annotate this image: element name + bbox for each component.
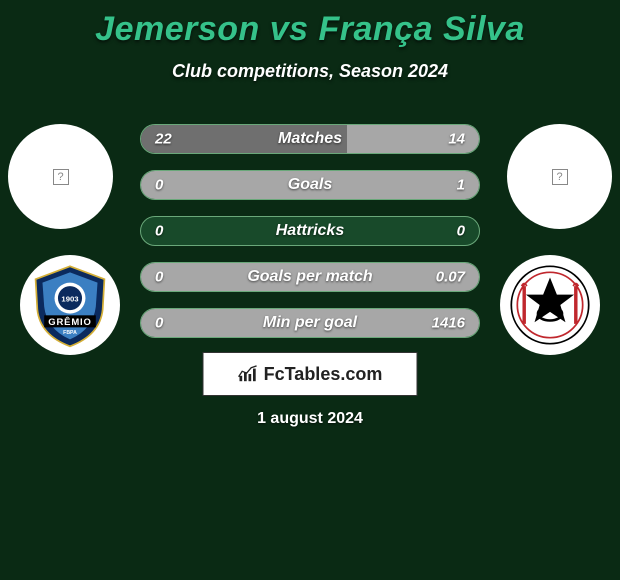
- player-left-avatar: ?: [8, 124, 113, 229]
- club-right-badge: [500, 255, 600, 355]
- comparison-card: Jemerson vs França Silva Club competitio…: [0, 0, 620, 580]
- gremio-badge-icon: 1903 GRÊMIO FBPA: [27, 262, 113, 348]
- stat-row: 0 1 Goals: [140, 170, 480, 200]
- stat-value-left: 0: [155, 223, 163, 240]
- stat-value-right: 0: [457, 223, 465, 240]
- stat-value-right: 1416: [432, 315, 465, 332]
- stat-label: Goals per match: [247, 268, 372, 286]
- page-title: Jemerson vs França Silva: [0, 0, 620, 49]
- stat-row: 0 1416 Min per goal: [140, 308, 480, 338]
- stat-value-right: 14: [448, 131, 465, 148]
- svg-text:1903: 1903: [61, 295, 79, 304]
- stat-row: 22 14 Matches: [140, 124, 480, 154]
- stat-row: 0 0 Hattricks: [140, 216, 480, 246]
- stat-label: Goals: [288, 176, 332, 194]
- brand-text: FcTables.com: [264, 364, 383, 385]
- brand-box: FcTables.com: [203, 352, 418, 396]
- image-placeholder-icon: ?: [552, 169, 568, 185]
- club-left-badge: 1903 GRÊMIO FBPA: [20, 255, 120, 355]
- stat-value-left: 22: [155, 131, 172, 148]
- stat-value-right: 1: [457, 177, 465, 194]
- corinthians-badge-icon: [507, 262, 593, 348]
- stat-value-left: 0: [155, 315, 163, 332]
- stat-row: 0 0.07 Goals per match: [140, 262, 480, 292]
- stat-label: Min per goal: [263, 314, 357, 332]
- svg-text:GRÊMIO: GRÊMIO: [48, 316, 92, 328]
- image-placeholder-icon: ?: [53, 169, 69, 185]
- stats-container: 22 14 Matches 0 1 Goals 0 0 Hattricks 0 0.07 Goals …: [140, 124, 480, 354]
- subtitle: Club competitions, Season 2024: [0, 61, 620, 82]
- chart-icon: [238, 365, 260, 383]
- player-right-avatar: ?: [507, 124, 612, 229]
- stat-value-left: 0: [155, 177, 163, 194]
- stat-value-left: 0: [155, 269, 163, 286]
- stat-value-right: 0.07: [436, 269, 465, 286]
- svg-text:FBPA: FBPA: [63, 330, 77, 336]
- stat-label: Hattricks: [276, 222, 344, 240]
- date-text: 1 august 2024: [0, 410, 620, 428]
- stat-label: Matches: [278, 130, 342, 148]
